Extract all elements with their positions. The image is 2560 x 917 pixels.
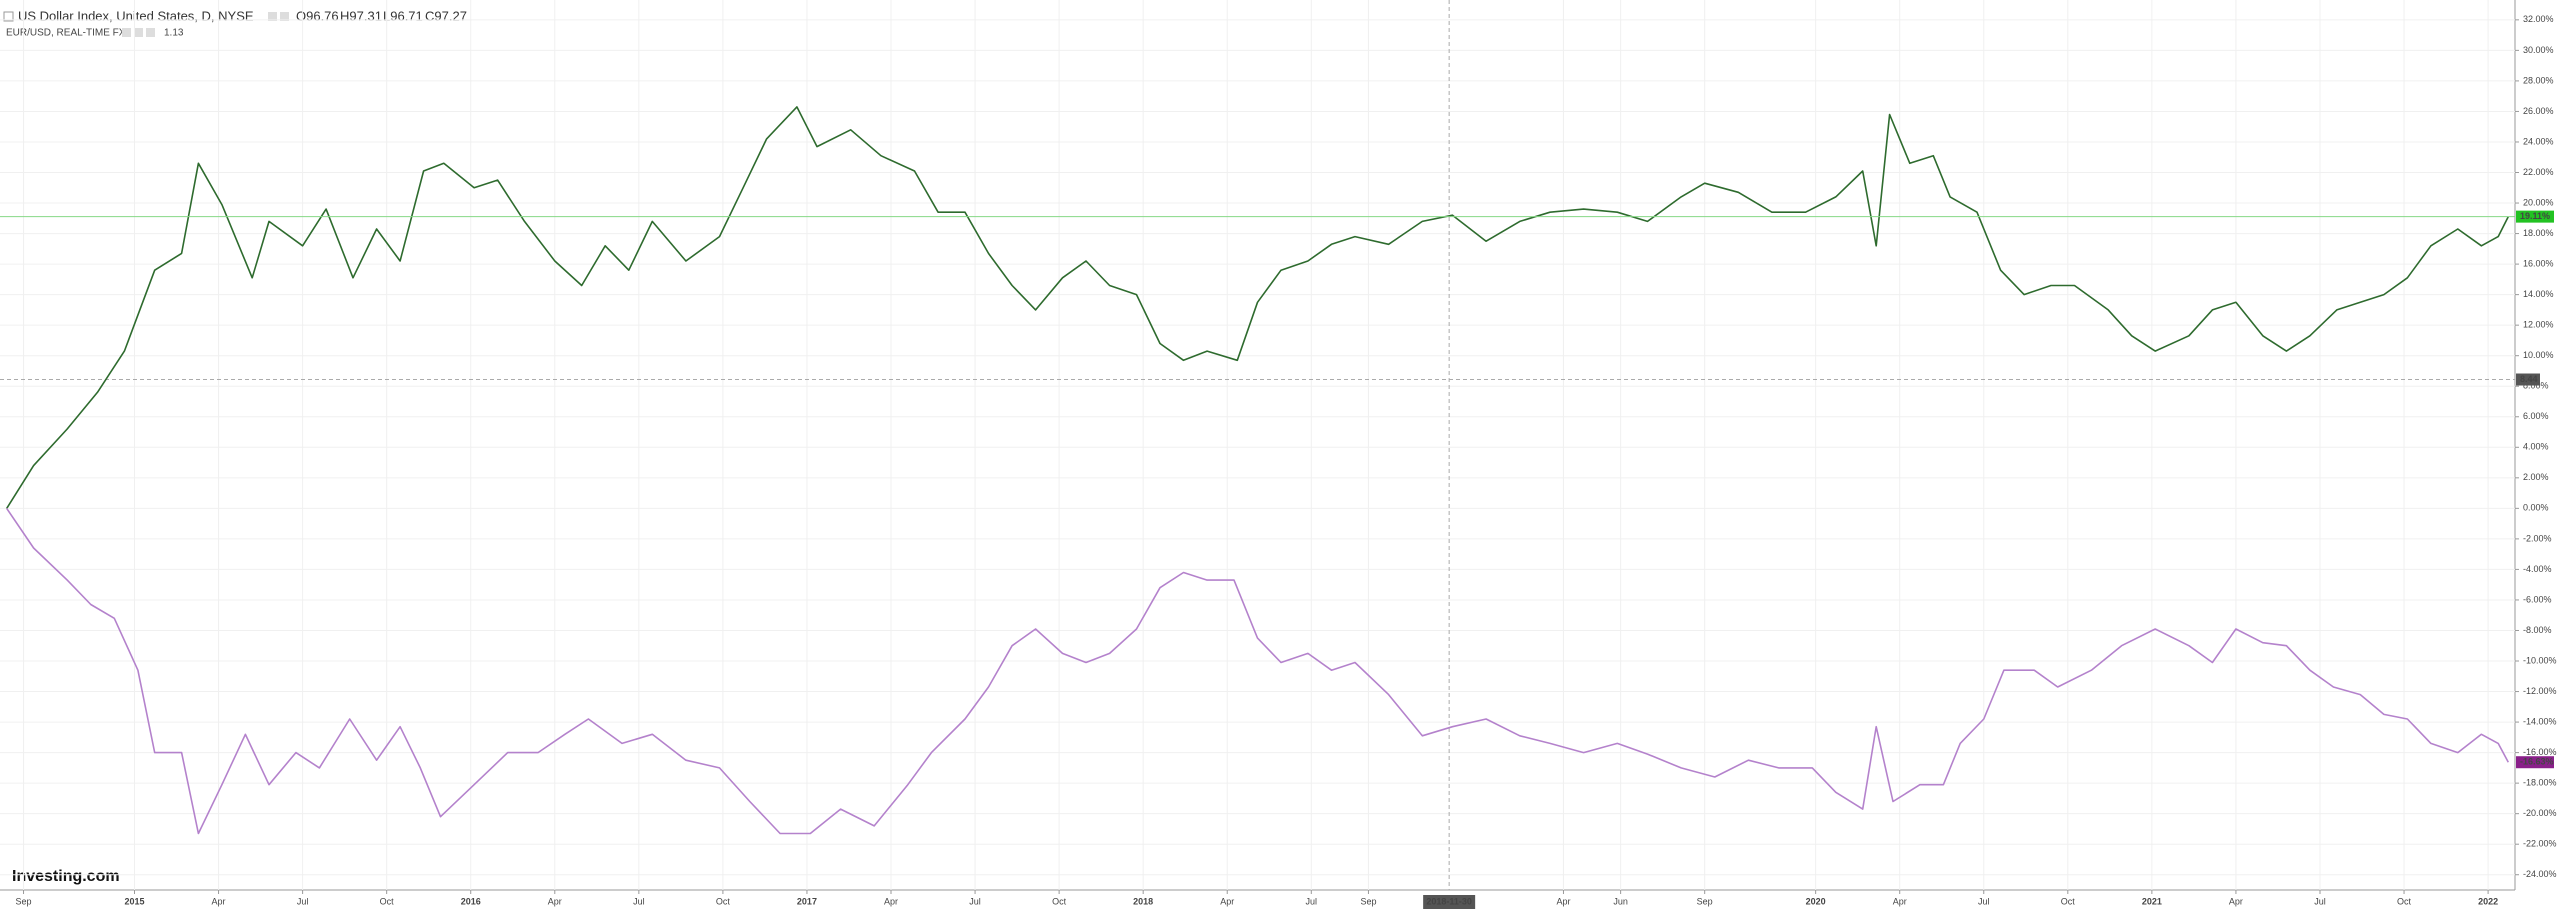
y-tick-label: 14.00% — [2523, 289, 2554, 299]
x-tick-label: Sep — [1697, 896, 1713, 906]
x-tick-label: 2017 — [797, 896, 817, 906]
x-tick-label: Oct — [2397, 896, 2412, 906]
compare-price: 1.13 — [164, 28, 184, 39]
collapse-icon[interactable] — [3, 11, 14, 22]
y-tick-label: 0.00% — [2523, 503, 2549, 513]
last-value-label: -16.63% — [2520, 757, 2554, 767]
ohlc-high: H97.31 — [340, 8, 382, 23]
y-tick-label: -24.00% — [2523, 869, 2557, 879]
y-tick-label: 16.00% — [2523, 258, 2554, 268]
x-tick-label: Sep — [1360, 896, 1376, 906]
x-tick-label: Apr — [1556, 896, 1570, 906]
y-tick-label: 22.00% — [2523, 167, 2554, 177]
y-tick-label: -20.00% — [2523, 808, 2557, 818]
y-tick-label: 20.00% — [2523, 197, 2554, 207]
compare-title: EUR/USD, REAL-TIME FX — [6, 28, 126, 39]
x-tick-label: Jul — [1978, 896, 1990, 906]
y-tick-label: 30.00% — [2523, 45, 2554, 55]
x-tick-label: Jul — [2314, 896, 2326, 906]
x-tick-label: 2021 — [2142, 896, 2162, 906]
x-tick-label: Jul — [297, 896, 309, 906]
x-tick-label: 2020 — [1806, 896, 1826, 906]
x-tick-label: Apr — [548, 896, 562, 906]
x-tick-label: Jul — [1306, 896, 1318, 906]
y-tick-label: -12.00% — [2523, 686, 2557, 696]
last-value-box — [2516, 210, 2554, 223]
x-tick-label: 2022 — [2478, 896, 2498, 906]
icon[interactable] — [146, 28, 155, 37]
crosshair-x-box — [1423, 895, 1476, 909]
x-tick-label: 2015 — [124, 896, 144, 906]
icon[interactable] — [122, 28, 131, 37]
y-tick-label: 32.00% — [2523, 14, 2554, 24]
y-tick-label: 4.00% — [2523, 442, 2549, 452]
crosshair-x-label: 2018-11-30 — [1426, 896, 1472, 906]
icon[interactable] — [134, 28, 143, 37]
y-tick-label: 2.00% — [2523, 472, 2549, 482]
x-tick-label: Sep — [16, 896, 32, 906]
crosshair-y-label: 8.44 — [2520, 374, 2538, 384]
x-tick-label: Oct — [380, 896, 395, 906]
y-tick-label: 6.00% — [2523, 411, 2549, 421]
x-tick-label: Apr — [212, 896, 226, 906]
y-tick-label: -4.00% — [2523, 564, 2552, 574]
x-tick-label: Apr — [1893, 896, 1907, 906]
y-tick-label: -2.00% — [2523, 533, 2552, 543]
x-tick-label: Oct — [1052, 896, 1067, 906]
y-tick-label: -6.00% — [2523, 594, 2552, 604]
icon[interactable] — [268, 12, 277, 21]
y-tick-label: -18.00% — [2523, 778, 2557, 788]
x-tick-label: 2018 — [1133, 896, 1153, 906]
x-tick-label: Apr — [884, 896, 898, 906]
y-tick-label: 24.00% — [2523, 136, 2554, 146]
x-tick-label: Apr — [2229, 896, 2243, 906]
last-value-box — [2516, 756, 2554, 769]
x-tick-label: Jul — [633, 896, 645, 906]
x-tick-label: Apr — [1220, 896, 1234, 906]
y-tick-label: -8.00% — [2523, 625, 2552, 635]
y-tick-label: 18.00% — [2523, 228, 2554, 238]
series-line — [6, 507, 2510, 835]
watermark: Investing.com — [12, 868, 120, 885]
crosshair-y-box — [2516, 373, 2540, 386]
x-tick-label: Jun — [1613, 896, 1628, 906]
ohlc-low: L96.71 — [383, 8, 423, 23]
x-tick-label: 2016 — [461, 896, 481, 906]
y-tick-label: -10.00% — [2523, 655, 2557, 665]
x-tick-label: Oct — [716, 896, 731, 906]
series-line — [6, 106, 2510, 509]
y-tick-label: 12.00% — [2523, 320, 2554, 330]
x-tick-label: Oct — [2061, 896, 2076, 906]
y-tick-label: -16.00% — [2523, 747, 2557, 757]
y-tick-label: -22.00% — [2523, 839, 2557, 849]
y-tick-label: 10.00% — [2523, 350, 2554, 360]
y-tick-label: 26.00% — [2523, 106, 2554, 116]
last-value-label: 19.11% — [2520, 211, 2550, 221]
y-tick-label: -14.00% — [2523, 716, 2557, 726]
y-tick-label: 28.00% — [2523, 75, 2554, 85]
ohlc-close: C97.27 — [425, 8, 467, 23]
y-tick-label: 8.00% — [2523, 381, 2549, 391]
icon[interactable] — [280, 12, 289, 21]
x-tick-label: Jul — [969, 896, 981, 906]
